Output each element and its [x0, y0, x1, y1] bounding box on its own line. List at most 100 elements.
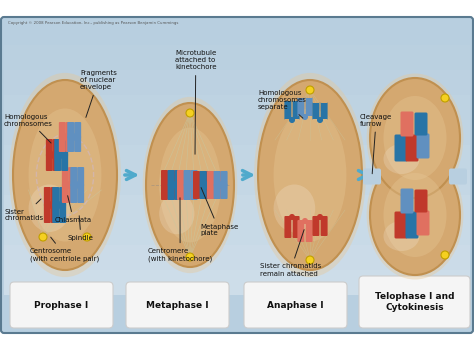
Ellipse shape: [9, 73, 121, 277]
FancyBboxPatch shape: [59, 122, 66, 138]
Ellipse shape: [13, 80, 117, 270]
FancyBboxPatch shape: [63, 181, 75, 189]
Ellipse shape: [289, 214, 295, 220]
FancyBboxPatch shape: [306, 220, 312, 242]
FancyBboxPatch shape: [77, 167, 84, 186]
FancyBboxPatch shape: [183, 184, 191, 200]
Bar: [4, 245, 470, 270]
Text: Prophase I: Prophase I: [35, 300, 89, 310]
FancyBboxPatch shape: [363, 169, 381, 185]
FancyBboxPatch shape: [414, 190, 428, 213]
Bar: [4, 120, 470, 145]
FancyBboxPatch shape: [193, 184, 200, 199]
FancyBboxPatch shape: [55, 151, 68, 159]
FancyBboxPatch shape: [417, 133, 429, 158]
FancyBboxPatch shape: [306, 97, 312, 117]
FancyBboxPatch shape: [183, 170, 191, 186]
FancyBboxPatch shape: [177, 184, 184, 200]
Ellipse shape: [383, 221, 419, 251]
FancyBboxPatch shape: [59, 204, 66, 223]
FancyBboxPatch shape: [54, 139, 61, 156]
Ellipse shape: [366, 73, 464, 202]
FancyBboxPatch shape: [53, 154, 60, 171]
FancyBboxPatch shape: [200, 184, 207, 199]
FancyBboxPatch shape: [62, 167, 69, 186]
FancyBboxPatch shape: [394, 135, 408, 162]
Ellipse shape: [383, 173, 447, 257]
FancyBboxPatch shape: [168, 181, 181, 189]
FancyBboxPatch shape: [200, 181, 213, 189]
Ellipse shape: [306, 256, 314, 264]
Text: Metaphase I: Metaphase I: [146, 300, 209, 310]
FancyBboxPatch shape: [66, 122, 73, 138]
FancyBboxPatch shape: [401, 189, 413, 213]
FancyBboxPatch shape: [53, 139, 60, 156]
FancyBboxPatch shape: [51, 187, 58, 206]
FancyBboxPatch shape: [207, 171, 214, 186]
FancyBboxPatch shape: [168, 184, 174, 200]
FancyBboxPatch shape: [174, 170, 182, 186]
Text: Sister
chromatids: Sister chromatids: [5, 199, 44, 222]
FancyBboxPatch shape: [45, 201, 57, 209]
FancyBboxPatch shape: [312, 102, 319, 120]
FancyBboxPatch shape: [69, 167, 76, 186]
FancyBboxPatch shape: [68, 133, 81, 141]
FancyBboxPatch shape: [168, 170, 174, 186]
FancyBboxPatch shape: [59, 133, 72, 141]
FancyBboxPatch shape: [74, 122, 81, 138]
FancyBboxPatch shape: [77, 184, 84, 203]
Ellipse shape: [273, 185, 315, 232]
Bar: [4, 195, 470, 220]
FancyBboxPatch shape: [401, 111, 413, 137]
FancyBboxPatch shape: [44, 204, 51, 223]
FancyBboxPatch shape: [168, 170, 175, 186]
FancyBboxPatch shape: [193, 171, 200, 186]
FancyBboxPatch shape: [220, 184, 228, 199]
FancyBboxPatch shape: [62, 184, 69, 203]
FancyBboxPatch shape: [54, 154, 61, 171]
FancyBboxPatch shape: [207, 184, 214, 199]
FancyBboxPatch shape: [161, 184, 168, 200]
FancyBboxPatch shape: [320, 102, 328, 120]
Ellipse shape: [39, 233, 47, 241]
FancyBboxPatch shape: [61, 139, 68, 156]
FancyBboxPatch shape: [61, 154, 68, 171]
Ellipse shape: [254, 73, 366, 277]
Ellipse shape: [441, 94, 449, 102]
FancyBboxPatch shape: [414, 113, 428, 136]
FancyBboxPatch shape: [297, 97, 304, 117]
Bar: [4, 95, 470, 120]
FancyBboxPatch shape: [46, 151, 59, 159]
FancyBboxPatch shape: [59, 136, 66, 152]
FancyBboxPatch shape: [69, 184, 76, 203]
Ellipse shape: [317, 117, 323, 123]
Ellipse shape: [370, 155, 460, 275]
Ellipse shape: [28, 109, 101, 241]
FancyBboxPatch shape: [67, 122, 74, 138]
FancyBboxPatch shape: [220, 171, 228, 186]
Text: Fragments
of nuclear
envelope: Fragments of nuclear envelope: [80, 70, 117, 118]
FancyBboxPatch shape: [1, 17, 473, 333]
FancyBboxPatch shape: [394, 212, 408, 239]
FancyBboxPatch shape: [405, 212, 419, 239]
FancyBboxPatch shape: [214, 181, 227, 189]
Ellipse shape: [370, 78, 460, 198]
Ellipse shape: [366, 151, 464, 279]
Text: Telophase I and
Cytokinesis: Telophase I and Cytokinesis: [375, 292, 454, 312]
Text: Microtubule
attached to
kinetochore: Microtubule attached to kinetochore: [175, 50, 217, 154]
Ellipse shape: [159, 193, 194, 234]
FancyBboxPatch shape: [292, 216, 300, 238]
Ellipse shape: [28, 185, 70, 232]
FancyBboxPatch shape: [162, 181, 174, 189]
Ellipse shape: [306, 86, 314, 94]
FancyBboxPatch shape: [168, 184, 175, 200]
FancyBboxPatch shape: [214, 184, 220, 199]
FancyBboxPatch shape: [207, 184, 214, 199]
Text: Spindle: Spindle: [68, 216, 94, 241]
Ellipse shape: [289, 117, 295, 123]
Text: Metaphase
plate: Metaphase plate: [200, 187, 238, 236]
FancyBboxPatch shape: [449, 169, 467, 185]
FancyBboxPatch shape: [244, 282, 347, 328]
Ellipse shape: [83, 233, 91, 241]
Ellipse shape: [273, 109, 346, 241]
